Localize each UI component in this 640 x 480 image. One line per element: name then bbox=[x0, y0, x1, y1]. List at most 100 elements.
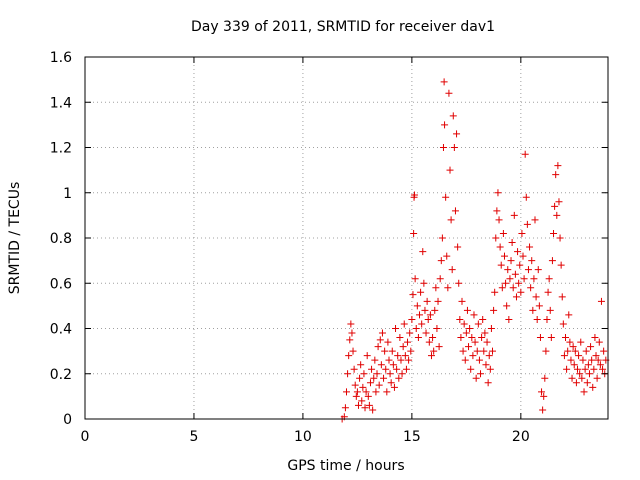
data-point bbox=[405, 356, 413, 364]
data-point bbox=[412, 325, 420, 332]
data-point bbox=[477, 370, 485, 378]
data-point bbox=[481, 329, 489, 337]
data-point bbox=[436, 275, 444, 283]
data-point bbox=[461, 356, 469, 364]
data-point bbox=[396, 334, 404, 342]
data-point bbox=[426, 311, 434, 319]
data-point bbox=[414, 334, 422, 342]
data-point bbox=[420, 279, 428, 287]
data-point bbox=[446, 166, 454, 174]
data-point bbox=[496, 243, 504, 251]
data-point bbox=[526, 243, 534, 251]
data-point bbox=[494, 189, 502, 197]
data-point bbox=[401, 352, 409, 360]
data-point bbox=[522, 193, 530, 201]
data-point bbox=[539, 406, 547, 414]
data-point bbox=[490, 306, 498, 314]
data-point bbox=[491, 288, 499, 296]
data-point bbox=[578, 374, 586, 382]
data-point bbox=[519, 252, 527, 260]
data-point bbox=[472, 374, 480, 382]
data-point bbox=[363, 352, 371, 360]
data-point bbox=[347, 320, 355, 328]
data-point bbox=[409, 291, 417, 299]
y-tick-label: 0.6 bbox=[50, 276, 72, 292]
data-point bbox=[550, 229, 558, 237]
data-point bbox=[418, 320, 426, 328]
data-point bbox=[511, 270, 519, 278]
data-point bbox=[413, 302, 421, 310]
data-point bbox=[493, 207, 501, 215]
data-point bbox=[596, 361, 604, 369]
data-point bbox=[417, 288, 425, 296]
data-point bbox=[437, 257, 445, 265]
y-tick-label: 0.8 bbox=[50, 231, 72, 247]
data-point bbox=[453, 130, 461, 138]
data-point bbox=[359, 383, 367, 391]
data-point bbox=[474, 320, 482, 328]
data-point bbox=[546, 306, 554, 314]
data-point bbox=[343, 388, 350, 396]
data-point bbox=[592, 352, 600, 360]
data-point bbox=[435, 343, 443, 351]
data-point bbox=[599, 365, 607, 373]
data-point bbox=[424, 315, 432, 323]
data-point bbox=[407, 347, 415, 355]
data-point bbox=[566, 338, 574, 346]
marks-layer bbox=[338, 78, 610, 423]
data-point bbox=[548, 257, 556, 265]
data-point bbox=[579, 356, 587, 364]
data-point bbox=[512, 293, 520, 301]
data-point bbox=[375, 381, 383, 389]
data-point bbox=[600, 347, 608, 355]
data-point bbox=[530, 275, 538, 283]
data-point bbox=[524, 266, 532, 274]
data-point bbox=[540, 392, 548, 400]
data-point bbox=[475, 356, 483, 364]
data-point bbox=[553, 211, 561, 219]
data-point bbox=[527, 284, 535, 292]
data-point bbox=[542, 347, 550, 355]
y-tick-label: 1.2 bbox=[50, 141, 72, 157]
data-point bbox=[394, 352, 402, 360]
data-point bbox=[447, 216, 455, 224]
axes-layer bbox=[84, 56, 609, 420]
data-point bbox=[455, 279, 463, 287]
data-point bbox=[521, 150, 529, 158]
x-tick-label: 10 bbox=[294, 429, 312, 445]
data-point bbox=[582, 347, 590, 355]
data-point bbox=[410, 229, 418, 237]
data-point bbox=[500, 252, 508, 260]
data-point bbox=[441, 121, 449, 129]
x-tick-label: 15 bbox=[403, 429, 421, 445]
y-tick-label: 1 bbox=[63, 186, 72, 202]
data-point bbox=[380, 374, 388, 382]
y-tick-label: 0.4 bbox=[50, 322, 72, 338]
data-point bbox=[357, 361, 365, 369]
data-point bbox=[389, 361, 397, 369]
data-point bbox=[532, 293, 540, 301]
data-point bbox=[432, 284, 440, 292]
data-point bbox=[450, 144, 458, 151]
data-point bbox=[352, 392, 360, 400]
data-point bbox=[387, 379, 395, 387]
data-point bbox=[499, 229, 507, 237]
y-tick-label: 1.6 bbox=[50, 50, 72, 66]
data-point bbox=[559, 320, 567, 328]
data-point bbox=[422, 329, 430, 337]
data-point bbox=[551, 202, 559, 210]
data-point bbox=[433, 325, 441, 332]
data-point bbox=[445, 89, 453, 97]
data-point bbox=[457, 334, 465, 342]
data-point bbox=[503, 302, 511, 310]
data-point bbox=[482, 361, 490, 369]
data-point bbox=[552, 171, 560, 179]
data-point bbox=[381, 347, 389, 355]
data-point bbox=[594, 356, 602, 364]
data-point bbox=[535, 302, 543, 310]
data-point bbox=[467, 365, 475, 373]
data-point bbox=[558, 293, 566, 301]
data-point bbox=[529, 306, 537, 314]
data-point bbox=[580, 388, 588, 396]
data-point bbox=[392, 325, 400, 332]
